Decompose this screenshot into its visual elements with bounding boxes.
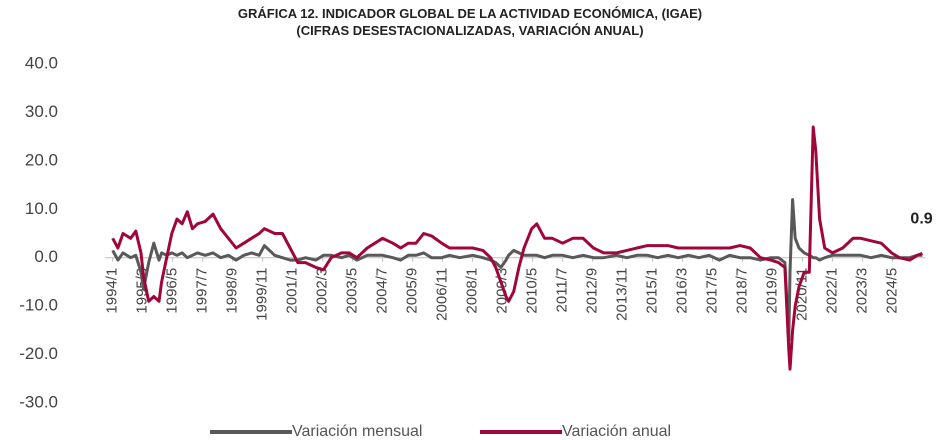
x-tick-label: 2013/11 bbox=[614, 268, 631, 321]
legend-label: Variación anual bbox=[562, 423, 671, 440]
x-tick-label: 2003/5 bbox=[344, 268, 361, 314]
y-tick-label: 10.0 bbox=[25, 199, 58, 218]
y-tick-label: 0.0 bbox=[34, 247, 58, 266]
x-tick-label: 2023/3 bbox=[853, 268, 870, 314]
x-tick-label: 1997/7 bbox=[194, 268, 211, 314]
x-tick-label: 1999/11 bbox=[254, 268, 271, 321]
x-tick-label: 2024/5 bbox=[883, 268, 900, 314]
y-tick-label: 40.0 bbox=[25, 53, 58, 72]
x-tick-label: 2018/7 bbox=[733, 268, 750, 314]
x-tick-label: 1994/1 bbox=[104, 268, 121, 314]
y-tick-label: -20.0 bbox=[19, 344, 58, 363]
x-tick-label: 2008/1 bbox=[464, 268, 481, 314]
x-tick-label: 2015/1 bbox=[643, 268, 660, 314]
x-tick-label: 2001/1 bbox=[284, 268, 301, 314]
x-tick-label: 2020/11 bbox=[793, 268, 810, 321]
x-tick-label: 2017/5 bbox=[703, 268, 720, 314]
x-tick-label: 2006/11 bbox=[434, 268, 451, 321]
x-tick-label: 2004/7 bbox=[374, 268, 391, 314]
x-tick-label: 2011/7 bbox=[554, 268, 571, 313]
x-tick-label: 2010/5 bbox=[524, 268, 541, 314]
x-tick-label: 2002/3 bbox=[314, 268, 331, 314]
chart-subtitle: (CIFRAS DESESTACIONALIZADAS, VARIACIÓN A… bbox=[296, 23, 643, 38]
y-tick-label: -30.0 bbox=[19, 392, 58, 411]
x-tick-label: 2012/9 bbox=[584, 268, 601, 314]
chart-title: GRÁFICA 12. INDICADOR GLOBAL DE LA ACTIV… bbox=[238, 6, 702, 21]
x-tick-label: 2005/9 bbox=[404, 268, 421, 314]
x-tick-label: 1998/9 bbox=[224, 268, 241, 314]
x-tick-label: 2016/3 bbox=[673, 268, 690, 314]
x-tick-label: 2009/3 bbox=[494, 268, 511, 314]
x-tick-label: 2019/9 bbox=[763, 268, 780, 314]
x-tick-label: 1996/5 bbox=[164, 268, 181, 314]
y-tick-label: -10.0 bbox=[19, 296, 58, 315]
series-line bbox=[111, 198, 923, 342]
y-tick-label: 20.0 bbox=[25, 150, 58, 169]
series-line bbox=[111, 125, 923, 371]
x-tick-label: 2022/1 bbox=[823, 268, 840, 314]
end-annotation: 0.9 bbox=[910, 210, 932, 227]
legend-label: Variación mensual bbox=[292, 423, 422, 440]
y-tick-label: 30.0 bbox=[25, 102, 58, 121]
